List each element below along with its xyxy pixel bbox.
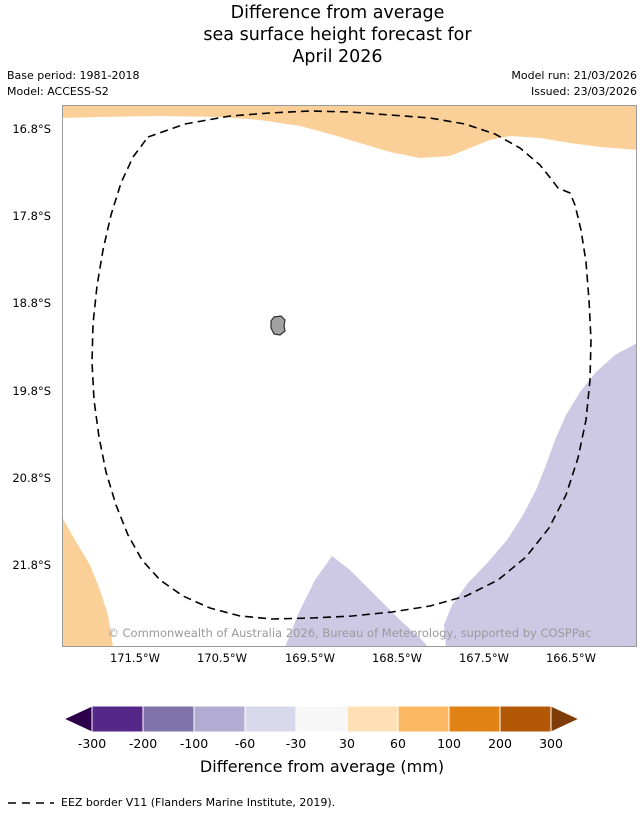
x-axis-tick-label: 169.5°W: [284, 651, 336, 665]
y-axis-tick-label: 20.8°S: [12, 471, 51, 485]
copyright-notice: © Commonwealth of Australia 2026, Bureau…: [107, 626, 592, 640]
eez-border-line: [91, 110, 592, 620]
colorbar-segment: [142, 705, 195, 733]
y-axis-labels: 16.8°S 17.8°S 18.8°S 19.8°S 20.8°S 21.8°…: [0, 105, 56, 647]
page-title: Difference from average sea surface heig…: [50, 2, 625, 68]
x-axis-tick-label: 170.5°W: [196, 651, 248, 665]
niue-island: [270, 315, 286, 336]
colorbar-tick-label: 60: [390, 736, 406, 751]
y-axis-tick-label: 18.8°S: [12, 296, 51, 310]
positive-anomaly-north-band: [62, 105, 637, 158]
issued-text: Issued: 23/03/2026: [530, 85, 637, 98]
colorbar-tick-label: 300: [539, 736, 563, 751]
x-axis-labels: 171.5°W 170.5°W 169.5°W 168.5°W 167.5°W …: [62, 651, 637, 667]
colorbar-tick-label: -30: [285, 736, 307, 751]
x-axis-tick-label: 167.5°W: [458, 651, 510, 665]
title-line-2: sea surface height forecast for: [203, 25, 472, 45]
y-axis-tick-label: 19.8°S: [12, 384, 51, 398]
colorbar-segment: [499, 705, 552, 733]
colorbar-tick-label: -300: [77, 736, 107, 751]
y-axis-tick-label: 21.8°S: [12, 558, 51, 572]
colorbar-segment: [346, 705, 399, 733]
x-axis-tick-label: 168.5°W: [371, 651, 423, 665]
positive-anomaly-southwest-wedge: [62, 517, 113, 647]
colorbar-tick-label: -200: [128, 736, 158, 751]
colorbar-segment: [193, 705, 246, 733]
map-frame: [62, 105, 637, 647]
map-plot: [62, 105, 637, 647]
base-period-text: Base period: 1981-2018: [7, 69, 140, 82]
colorbar-segment: [91, 705, 144, 733]
colorbar-segment: [295, 705, 348, 733]
colorbar: [62, 705, 581, 733]
colorbar-title: Difference from average (mm): [199, 757, 445, 776]
negative-anomaly-south-wedge: [285, 556, 428, 647]
eez-legend-label: EEZ border V11 (Flanders Marine Institut…: [61, 796, 336, 809]
colorbar-tick-label: -100: [179, 736, 209, 751]
colorbar-segment: [448, 705, 501, 733]
colorbar-tick-label: 30: [339, 736, 355, 751]
negative-anomaly-southeast-region: [444, 343, 637, 647]
model-text: Model: ACCESS-S2: [7, 85, 109, 98]
run-metadata-right: Model run: 21/03/2026 Issued: 23/03/2026: [511, 68, 637, 100]
colorbar-tick-label: -60: [234, 736, 256, 751]
colorbar-tick-labels: -300 -200 -100 -60 -30 30 60 100 200 300: [62, 736, 582, 752]
dashed-line-icon: [8, 801, 54, 804]
colorbar-tick-label: 100: [437, 736, 461, 751]
title-line-3: April 2026: [292, 47, 383, 67]
y-axis-tick-label: 17.8°S: [12, 209, 51, 223]
colorbar-tick-label: 200: [488, 736, 512, 751]
colorbar-right-arrow: [550, 705, 581, 733]
colorbar-segment: [244, 705, 297, 733]
x-axis-tick-label: 171.5°W: [109, 651, 161, 665]
x-axis-tick-label: 166.5°W: [545, 651, 597, 665]
run-metadata-left: Base period: 1981-2018 Model: ACCESS-S2: [7, 68, 139, 100]
colorbar-segment: [397, 705, 450, 733]
model-run-text: Model run: 21/03/2026: [511, 69, 637, 82]
y-axis-tick-label: 16.8°S: [12, 122, 51, 136]
title-line-1: Difference from average: [230, 3, 445, 23]
colorbar-left-arrow: [62, 705, 93, 733]
eez-legend: EEZ border V11 (Flanders Marine Institut…: [8, 796, 335, 809]
